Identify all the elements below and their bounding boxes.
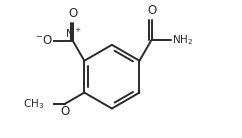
Text: CH$_3$: CH$_3$ <box>23 97 44 111</box>
Text: N$^+$: N$^+$ <box>65 27 82 40</box>
Text: NH$_2$: NH$_2$ <box>172 33 193 47</box>
Text: O: O <box>68 7 78 20</box>
Text: O: O <box>147 4 156 17</box>
Text: O: O <box>60 105 69 119</box>
Text: $^{-}$O: $^{-}$O <box>35 34 53 47</box>
